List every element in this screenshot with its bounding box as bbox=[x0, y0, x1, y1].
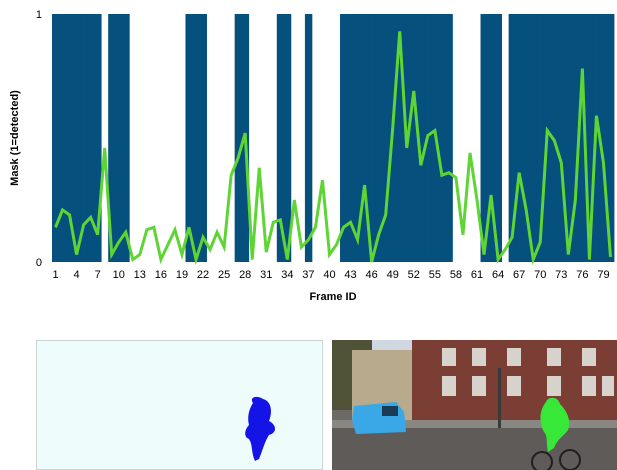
x-tick-label: 70 bbox=[534, 269, 546, 281]
mask-bar-frame-10 bbox=[115, 14, 123, 262]
x-tick-label: 19 bbox=[176, 269, 188, 281]
mask-bar-frame-72 bbox=[550, 14, 559, 262]
mask-bar-frame-53 bbox=[417, 14, 425, 262]
x-tick-label: 28 bbox=[239, 269, 251, 281]
mask-bar-frame-50 bbox=[396, 14, 404, 262]
cyclist bbox=[540, 397, 570, 452]
mask-bar-frame-1 bbox=[52, 14, 60, 262]
mask-bar-frame-27 bbox=[234, 14, 243, 262]
mask-bar-frame-66 bbox=[508, 14, 517, 262]
street-pole bbox=[498, 368, 501, 428]
sidewalk bbox=[332, 420, 617, 430]
building-windows bbox=[442, 348, 614, 396]
mask-bar-frame-47 bbox=[375, 14, 383, 262]
mask-bar-frame-22 bbox=[199, 14, 207, 262]
mask-bar-frame-76 bbox=[578, 14, 587, 262]
mask-bar-frame-62 bbox=[480, 14, 488, 262]
mask-bar-frame-33 bbox=[276, 14, 285, 262]
mask-bar-frame-80 bbox=[606, 14, 615, 262]
mask-bar-frame-20 bbox=[185, 14, 193, 262]
x-tick-label: 76 bbox=[576, 269, 588, 281]
mask-bar-frame-63 bbox=[487, 14, 495, 262]
mask-image-panel bbox=[36, 340, 323, 470]
x-tick-label: 22 bbox=[197, 269, 209, 281]
mask-bar-frame-5 bbox=[80, 14, 88, 262]
mask-bar-frame-74 bbox=[564, 14, 573, 262]
mask-bar-frame-70 bbox=[536, 14, 545, 262]
bike-wheel-front bbox=[559, 449, 581, 470]
road bbox=[332, 428, 617, 470]
x-tick-label: 58 bbox=[450, 269, 462, 281]
mask-bar-frame-48 bbox=[382, 14, 390, 262]
y-axis-title: Mask (1=detected) bbox=[9, 90, 21, 186]
x-tick-label: 10 bbox=[113, 269, 125, 281]
x-tick-label: 61 bbox=[471, 269, 483, 281]
mask-bar-frame-2 bbox=[59, 14, 67, 262]
mask-bar-frame-68 bbox=[522, 14, 531, 262]
mask-bar-frame-4 bbox=[73, 14, 81, 262]
x-tick-label: 55 bbox=[429, 269, 441, 281]
mask-bar-frame-21 bbox=[192, 14, 200, 262]
mask-bar-frame-43 bbox=[347, 14, 355, 262]
detection-score-line bbox=[54, 31, 612, 266]
mask-bar-frame-44 bbox=[354, 14, 362, 262]
mask-bar-frame-6 bbox=[87, 14, 95, 262]
mask-bar-frame-34 bbox=[283, 14, 292, 262]
street-photo-panel bbox=[332, 340, 617, 470]
x-tick-labels: 1 4 7 10 13 16 19 22 25 28 31 34 37 40 43 46 49 52 55 58 61 6… bbox=[52, 269, 609, 281]
mask-bar-frame-11 bbox=[122, 14, 130, 262]
x-tick-label: 34 bbox=[281, 269, 293, 281]
x-tick-label: 40 bbox=[323, 269, 335, 281]
x-tick-label: 79 bbox=[597, 269, 609, 281]
mask-bar-frame-42 bbox=[340, 14, 348, 262]
mask-bar-frame-3 bbox=[66, 14, 74, 262]
mask-bar-frame-45 bbox=[361, 14, 369, 262]
x-tick-label: 46 bbox=[366, 269, 378, 281]
x-tick-label: 13 bbox=[134, 269, 146, 281]
x-tick-label: 16 bbox=[155, 269, 167, 281]
mask-bar-frame-67 bbox=[515, 14, 524, 262]
x-tick-label: 73 bbox=[555, 269, 567, 281]
x-tick-label: 31 bbox=[260, 269, 272, 281]
x-tick-label: 1 bbox=[52, 269, 58, 281]
x-tick-label: 43 bbox=[344, 269, 356, 281]
x-tick-label: 7 bbox=[95, 269, 101, 281]
y-tick-bottom: 0 bbox=[36, 257, 42, 269]
x-tick-label: 67 bbox=[513, 269, 525, 281]
mask-bar-frame-73 bbox=[557, 14, 566, 262]
mask-bar-frame-7 bbox=[94, 14, 102, 262]
y-tick-top: 1 bbox=[36, 9, 42, 21]
x-tick-label: 64 bbox=[492, 269, 504, 281]
mask-bar-frame-57 bbox=[445, 14, 453, 262]
x-tick-label: 37 bbox=[302, 269, 314, 281]
mask-bar-frame-46 bbox=[368, 14, 376, 262]
mask-bar-frame-37 bbox=[304, 14, 313, 262]
x-axis-title: Frame ID bbox=[309, 291, 356, 303]
bike-wheel-rear bbox=[531, 451, 553, 470]
mask-bar-frame-77 bbox=[585, 14, 594, 262]
van-window bbox=[382, 406, 398, 416]
mask-bar-frame-56 bbox=[438, 14, 446, 262]
x-tick-label: 52 bbox=[408, 269, 420, 281]
mask-bar-frame-9 bbox=[108, 14, 116, 262]
x-tick-label: 25 bbox=[218, 269, 230, 281]
mask-bar-frame-75 bbox=[571, 14, 580, 262]
x-tick-label: 49 bbox=[387, 269, 399, 281]
x-tick-label: 4 bbox=[74, 269, 80, 281]
mask-bar-frame-79 bbox=[599, 14, 608, 262]
mask-bar-frame-52 bbox=[410, 14, 418, 262]
detected-mask-blob bbox=[245, 396, 275, 461]
mask-detection-chart: 1 4 7 10 13 16 19 22 25 28 31 34 37 40 43 46 49 52 55 58 61 6… bbox=[9, 9, 615, 303]
mask-bar-frame-64 bbox=[494, 14, 503, 262]
mask-bar-frame-69 bbox=[529, 14, 538, 262]
